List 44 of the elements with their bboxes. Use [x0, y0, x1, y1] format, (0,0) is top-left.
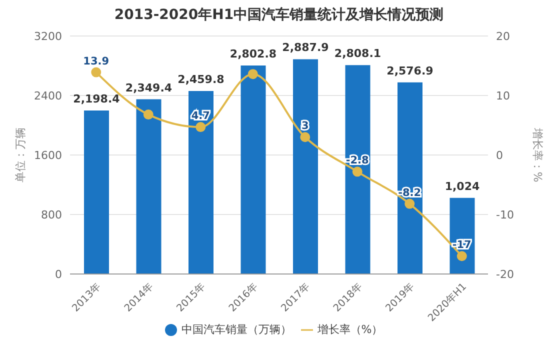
y2-tick-label: -10: [496, 208, 514, 222]
y-tick-label: 800: [41, 208, 62, 222]
y2-tick-label: 10: [496, 89, 510, 102]
data-label: -17: [452, 239, 472, 252]
data-label: 2,576.9: [386, 64, 434, 78]
bar: [345, 65, 370, 274]
chart-title: 2013-2020年H1中国汽车销量统计及增长情况预测: [113, 6, 445, 25]
bar: [398, 82, 422, 274]
data-label: -8.2: [398, 186, 422, 199]
point: [196, 122, 206, 132]
data-label: 2,887.9: [282, 41, 329, 54]
y-axis-title: 单位：万辆: [14, 128, 27, 182]
bar: [136, 99, 162, 274]
y-tick-label: 0: [55, 268, 62, 281]
bar: [84, 110, 109, 274]
y2-tick-label: -20: [496, 268, 514, 281]
point: [300, 132, 310, 142]
data-label: 2,349.4: [125, 81, 172, 94]
data-label: 1,024: [444, 180, 480, 193]
bar: [240, 66, 266, 274]
bar: [293, 59, 318, 274]
bar: [188, 91, 214, 274]
data-label: 2,459.8: [178, 73, 224, 86]
data-label: 4.7: [191, 110, 210, 122]
point: [91, 67, 102, 78]
y-tick-label: 3200: [34, 30, 62, 43]
legend-label: 中国汽车销量（万辆）: [181, 323, 292, 336]
data-label: 2,808.1: [334, 47, 382, 60]
point: [456, 251, 467, 262]
data-label: 13.9: [83, 55, 110, 68]
point: [352, 166, 362, 177]
y2-tick-label: 20: [496, 30, 510, 43]
data-label: 3: [301, 120, 309, 132]
y2-tick-label: 0: [496, 148, 503, 162]
data-label: 2,802.8: [230, 48, 277, 61]
y-tick-label: 2400: [34, 89, 62, 102]
y2-axis-title: 增长率：%: [531, 126, 544, 182]
point: [404, 198, 415, 209]
point: [143, 110, 154, 120]
data-label: -2.8: [346, 154, 369, 167]
y-tick-label: 1600: [34, 148, 62, 162]
data-label: 2,198.4: [73, 92, 120, 106]
point: [248, 69, 258, 80]
legend-label: 增长率（%）: [317, 323, 383, 336]
